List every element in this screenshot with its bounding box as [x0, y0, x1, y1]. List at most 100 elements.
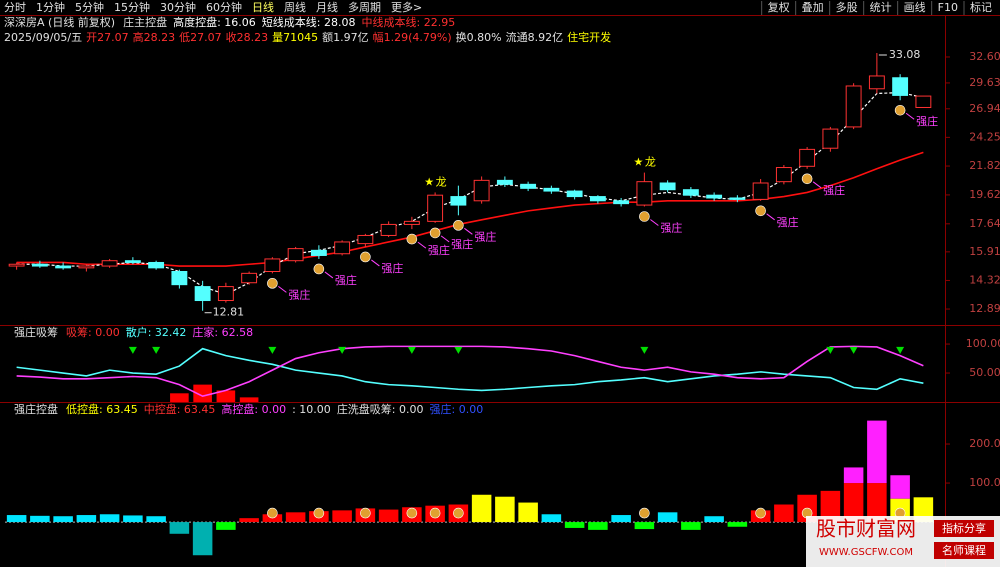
star-icon: ★: [633, 156, 643, 169]
indicator-line: [16, 345, 924, 398]
control-bar: [564, 522, 585, 528]
watermark-url: WWW.GSCFW.COM: [819, 547, 913, 558]
period-tab[interactable]: 多周期: [348, 0, 381, 14]
control-bar-top: [867, 420, 887, 484]
candle-body: [613, 200, 630, 205]
money-bag-icon: [639, 507, 650, 519]
watermark-tag: 名师课程: [942, 543, 986, 557]
quote-info: 幅1.29(4.79%): [373, 31, 452, 44]
control-bar: [216, 522, 236, 530]
header-item: 中线成本线: 22.95: [362, 15, 456, 29]
period-tab[interactable]: 月线: [316, 0, 338, 14]
candle-body: [752, 182, 769, 200]
period-tab[interactable]: 30分钟: [160, 0, 196, 14]
quote-info: 2025/09/05/五: [4, 31, 82, 44]
toolbar-button[interactable]: 画线: [904, 0, 926, 14]
candle-body: [148, 261, 165, 269]
indicator-line: [16, 91, 924, 296]
period-tab[interactable]: 5分钟: [75, 0, 104, 14]
control-bar: [123, 515, 143, 523]
candle-body: [566, 190, 583, 198]
signal-arrow: [812, 181, 822, 189]
toolbar-button[interactable]: 标记: [970, 0, 992, 14]
period-tab[interactable]: 更多>: [391, 0, 422, 14]
money-bag-icon: [894, 104, 906, 116]
candle-body: [217, 286, 234, 302]
control-bar: [192, 522, 213, 556]
candle-body: [729, 197, 746, 200]
signal-label: 强庄: [451, 237, 473, 251]
candle-body: [380, 223, 397, 236]
money-bag-icon: [429, 507, 441, 519]
control-bar: [99, 514, 120, 523]
candle-body: [310, 249, 327, 256]
money-bag-icon: [267, 278, 278, 289]
money-bag-icon: [453, 220, 464, 231]
accumulation-bar: [193, 384, 212, 402]
period-tab[interactable]: 日线: [252, 0, 274, 14]
high-price-label: 33.08: [889, 48, 921, 61]
toolbar-button[interactable]: 统计: [870, 1, 892, 14]
money-bag-icon: [453, 507, 464, 519]
money-bag-icon: [313, 507, 325, 519]
quote-info: 低27.07: [179, 31, 222, 44]
header-item: 强庄: 0.00: [430, 402, 484, 416]
header-item: 低控盘: 63.45: [66, 402, 138, 416]
control-bar: [704, 516, 724, 523]
control-bar: [332, 510, 352, 523]
candle-body: [775, 167, 792, 183]
signal-arrow: [650, 219, 659, 226]
candle-body: [171, 270, 188, 286]
candle-body: [589, 196, 606, 202]
star-icon: ★: [424, 175, 434, 188]
panel-title: 深深房A (日线 前复权): [4, 15, 115, 29]
control-bar-top: [843, 467, 864, 484]
header-item: 庄主控盘: [123, 15, 167, 29]
signal-arrow: [417, 241, 427, 249]
signal-arrow: [464, 227, 473, 235]
quote-info: 流通8.92亿: [506, 30, 564, 44]
candle-body: [8, 263, 25, 267]
period-tab[interactable]: 60分钟: [206, 0, 242, 14]
y-tick-label: 26.94: [969, 102, 1000, 115]
period-tab[interactable]: 周线: [284, 0, 306, 14]
period-tab[interactable]: 15分钟: [114, 0, 150, 14]
watermark-tag: 指标分享: [942, 521, 986, 535]
period-tab[interactable]: 1分钟: [36, 0, 65, 14]
candle-body: [101, 260, 118, 267]
candle-body: [915, 95, 932, 108]
control-bar: [541, 514, 562, 523]
signal-label: 强庄: [288, 287, 310, 301]
control-bar: [657, 512, 678, 523]
signal-arrow: [440, 235, 450, 243]
header-item: : 10.00: [292, 403, 331, 416]
quote-info: 额1.97亿: [322, 31, 369, 44]
toolbar-button[interactable]: 叠加: [802, 1, 824, 14]
period-tab[interactable]: 分时: [4, 1, 26, 14]
candle-body: [31, 263, 48, 267]
toolbar-button[interactable]: 多股: [836, 0, 858, 14]
signal-triangle: [407, 346, 416, 354]
panel-title: 强庄吸筹: [14, 325, 58, 339]
candle-body: [543, 187, 560, 192]
header-item: 高控盘: 0.00: [221, 402, 286, 416]
candle-body: [194, 286, 211, 302]
indicator-line: [16, 347, 924, 392]
control-bar: [169, 522, 190, 534]
header-item: 吸筹: 0.00: [66, 325, 120, 339]
control-bar: [471, 494, 492, 523]
y-tick-label: 17.64: [969, 217, 1000, 230]
control-bar: [611, 515, 631, 523]
quote-info: 换0.80%: [456, 30, 502, 44]
signal-label: 强庄: [428, 243, 450, 257]
candle-body: [403, 220, 420, 225]
toolbar-button[interactable]: F10: [938, 1, 958, 14]
control-bar: [378, 509, 399, 523]
money-bag-icon: [313, 263, 325, 275]
y-tick-label: 15.91: [969, 245, 1000, 258]
candle-body: [334, 241, 351, 255]
signal-triangle: [826, 346, 835, 354]
toolbar-button[interactable]: 复权: [768, 0, 790, 14]
signal-triangle: [454, 346, 463, 354]
